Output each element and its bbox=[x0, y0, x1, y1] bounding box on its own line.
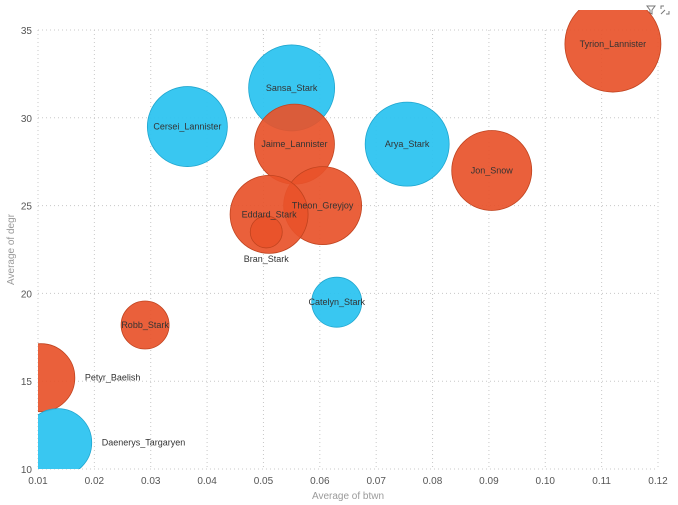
x-tick-label: 0.07 bbox=[366, 476, 386, 487]
bubble-robb-stark[interactable] bbox=[120, 300, 170, 350]
bubbles bbox=[7, 0, 662, 477]
bubble-catelyn-stark[interactable] bbox=[311, 276, 363, 328]
x-axis-ticks: 0.01 0.02 0.03 0.04 0.05 0.06 0.07 0.08 0.09 0.10… bbox=[28, 476, 668, 487]
y-tick-label: 10 bbox=[21, 465, 33, 476]
gridlines bbox=[37, 29, 659, 470]
y-tick-label: 25 bbox=[21, 202, 33, 213]
bubble-daenerys-targaryen[interactable] bbox=[24, 408, 93, 477]
bubble-labels: Tyrion_Lannister Jon_Snow Arya_Stark Jaime_… bbox=[85, 39, 646, 448]
bubble-jon-snow[interactable] bbox=[451, 130, 533, 211]
bubble-tyrion-lannister[interactable] bbox=[564, 0, 662, 93]
y-tick-label: 15 bbox=[21, 377, 33, 388]
x-tick-label: 0.12 bbox=[648, 476, 668, 487]
bubble-label: Theon_Greyjoy bbox=[292, 201, 354, 211]
bubble-cersei-lannister[interactable] bbox=[146, 86, 228, 167]
bubble-label: Petyr_Baelish bbox=[85, 373, 141, 383]
filter-icon[interactable] bbox=[646, 2, 656, 15]
bubble-label: Sansa_Stark bbox=[266, 83, 318, 93]
x-axis-title: Average of btwn bbox=[312, 491, 384, 502]
x-tick-label: 0.08 bbox=[423, 476, 443, 487]
bubble-label: Bran_Stark bbox=[244, 254, 290, 264]
bubble-bran-stark[interactable] bbox=[249, 215, 283, 249]
bubble-arya-stark[interactable] bbox=[364, 101, 450, 187]
x-tick-label: 0.04 bbox=[197, 476, 217, 487]
bubble-label: Daenerys_Targaryen bbox=[102, 438, 186, 448]
x-tick-label: 0.03 bbox=[141, 476, 161, 487]
focus-mode-icon[interactable] bbox=[660, 2, 670, 15]
bubble-label: Tyrion_Lannister bbox=[580, 39, 647, 49]
y-axis-ticks: 10 15 20 25 30 35 bbox=[21, 26, 33, 476]
bubble-label: Cersei_Lannister bbox=[153, 122, 221, 132]
bubble-petyr-baelish[interactable] bbox=[7, 343, 76, 413]
x-tick-label: 0.06 bbox=[310, 476, 330, 487]
x-tick-label: 0.09 bbox=[479, 476, 499, 487]
x-tick-label: 0.01 bbox=[28, 476, 48, 487]
bubble-label: Catelyn_Stark bbox=[308, 297, 365, 307]
bubble-label: Robb_Stark bbox=[121, 320, 169, 330]
bubble-label: Eddard_Stark bbox=[242, 209, 298, 219]
visual-header-toolbar bbox=[646, 2, 670, 15]
x-tick-label: 0.10 bbox=[536, 476, 556, 487]
bubble-eddard-stark[interactable] bbox=[229, 174, 309, 254]
y-axis-title: Average of degr bbox=[6, 213, 17, 285]
bubble-label: Jon_Snow bbox=[471, 165, 514, 175]
bubble-label: Arya_Stark bbox=[385, 139, 430, 149]
x-tick-label: 0.05 bbox=[254, 476, 274, 487]
x-tick-label: 0.11 bbox=[592, 476, 611, 487]
bubble-label: Jaime_Lannister bbox=[261, 139, 327, 149]
y-tick-label: 20 bbox=[21, 289, 33, 300]
y-tick-label: 30 bbox=[21, 114, 33, 125]
x-tick-label: 0.02 bbox=[85, 476, 105, 487]
y-tick-label: 35 bbox=[21, 26, 33, 37]
